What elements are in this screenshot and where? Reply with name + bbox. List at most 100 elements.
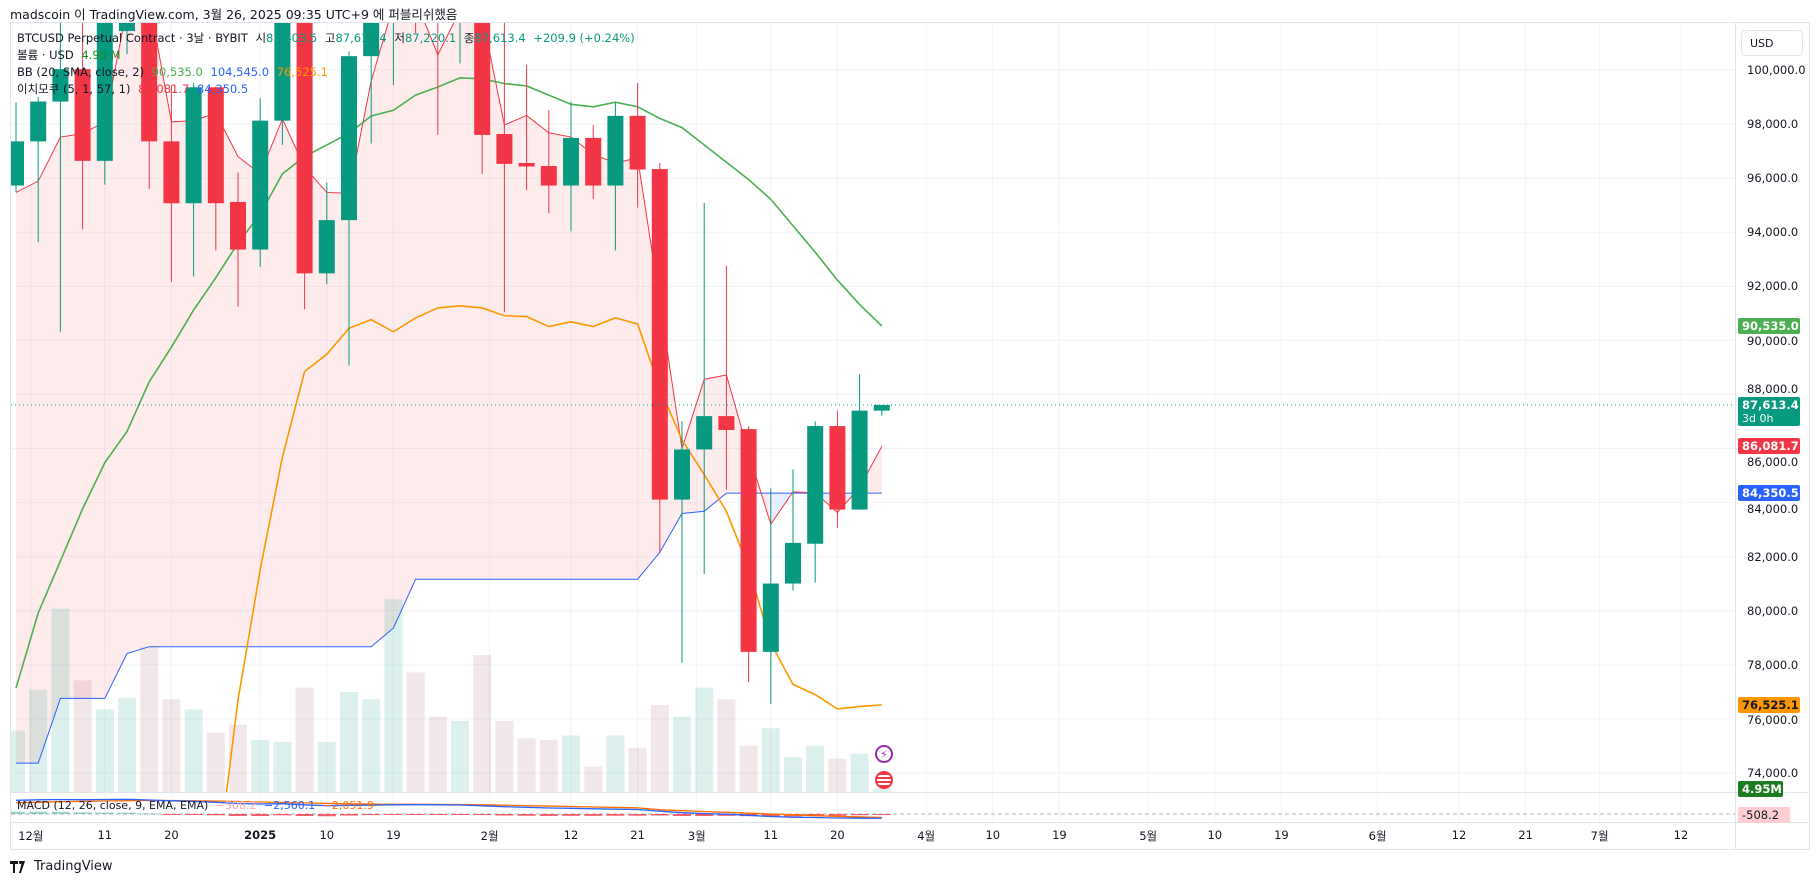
candle[interactable] — [873, 404, 890, 416]
price-tick-label: 96,000.0 — [1747, 171, 1799, 186]
macd-histogram-bar — [29, 811, 48, 814]
candle-body — [11, 141, 24, 186]
candle[interactable] — [807, 421, 824, 583]
volume-bar — [340, 692, 358, 792]
candle[interactable] — [452, 0, 468, 64]
macd-histogram-bar — [717, 814, 736, 816]
candle-body — [363, 23, 380, 57]
candle[interactable] — [718, 265, 735, 490]
time-tick-label: 6월 — [1368, 829, 1387, 843]
candle[interactable] — [696, 202, 713, 575]
candle[interactable] — [518, 64, 535, 191]
candle[interactable] — [563, 101, 579, 232]
candle[interactable] — [119, 0, 135, 54]
candle[interactable] — [163, 85, 180, 282]
time-tick-label: 5월 — [1139, 829, 1158, 843]
candle[interactable] — [496, 2, 513, 313]
volume-bar — [295, 687, 314, 792]
candle[interactable] — [341, 51, 357, 366]
candle[interactable] — [629, 82, 646, 208]
candle[interactable] — [474, 0, 491, 174]
ichimoku-cloud-segment — [548, 132, 571, 580]
candle-body — [96, 23, 113, 161]
time-tick-label: 12 — [1673, 828, 1689, 842]
lightning-icon[interactable]: ⚡ — [875, 745, 893, 763]
candle-body — [185, 87, 202, 204]
candle[interactable] — [207, 86, 224, 251]
macd-histogram-bar — [673, 814, 691, 816]
volume-bar — [517, 738, 536, 792]
volume-bar — [51, 608, 70, 792]
ichimoku-conversion-tag: 86,081.7 — [1738, 438, 1800, 455]
candle[interactable] — [74, 19, 91, 230]
ichimoku-base-value: 84,350.5 — [197, 82, 249, 96]
candle[interactable] — [540, 110, 557, 214]
symbol-title[interactable]: BTCUSD Perpetual Contract · 3날 · BYBIT — [17, 31, 248, 45]
candle-body — [851, 410, 868, 510]
candle[interactable] — [430, 0, 446, 135]
time-tick-label: 21 — [1518, 828, 1533, 842]
high-value: 87,613.4 — [335, 31, 387, 45]
time-tick-label: 10 — [319, 828, 335, 842]
volume-bar — [606, 735, 625, 792]
candle[interactable] — [296, 0, 313, 310]
ichimoku-cloud-segment — [504, 115, 527, 580]
price-tick-label: 76,000.0 — [1747, 712, 1799, 727]
candle[interactable] — [141, 0, 158, 189]
candle[interactable] — [651, 163, 668, 554]
candle[interactable] — [96, 0, 113, 185]
candle[interactable] — [762, 488, 779, 704]
price-tick-label: 98,000.0 — [1747, 117, 1799, 132]
countdown: 3d 0h — [1742, 411, 1774, 425]
price-tick-label: 80,000.0 — [1747, 603, 1799, 618]
volume-bar — [717, 699, 736, 792]
volume-bar — [761, 728, 780, 792]
macd-histogram-bar — [628, 814, 647, 816]
candle[interactable] — [851, 374, 868, 510]
bb-basis-value: 90,535.0 — [151, 65, 203, 79]
volume-bar — [273, 742, 292, 792]
candle[interactable] — [674, 421, 690, 663]
price-pane — [8, 0, 891, 792]
candle[interactable] — [740, 426, 757, 683]
volume-label[interactable]: 볼륨 · USD — [17, 48, 74, 62]
candle[interactable] — [829, 410, 846, 528]
candle[interactable] — [252, 98, 269, 267]
candle[interactable] — [385, 0, 401, 86]
close-value: 87,613.4 — [474, 31, 526, 45]
macd-histogram-bar — [273, 814, 292, 816]
volume-bar — [695, 687, 714, 792]
tradingview-logo[interactable]: TradingView — [10, 859, 113, 874]
macd-label[interactable]: MACD (12, 26, close, 9, EMA, EMA) — [17, 799, 209, 812]
ichimoku-cloud-segment — [193, 113, 216, 647]
candle[interactable] — [785, 469, 801, 591]
candle[interactable] — [274, 0, 291, 145]
open-value: 87,403.5 — [266, 31, 318, 45]
brand-name: TradingView — [34, 859, 113, 874]
candle[interactable] — [363, 0, 380, 144]
candle[interactable] — [607, 102, 624, 251]
macd-histogram-bar — [495, 814, 514, 816]
candle[interactable] — [185, 82, 202, 277]
candle[interactable] — [52, 21, 69, 332]
macd-histogram-bar — [517, 814, 536, 816]
currency-button[interactable]: USD — [1741, 30, 1803, 56]
candle-body — [607, 115, 624, 186]
bb-label[interactable]: BB (20, SMA, close, 2) — [17, 65, 144, 79]
volume-bar — [251, 739, 270, 792]
us-flag-icon[interactable] — [875, 771, 893, 789]
candle[interactable] — [318, 182, 335, 285]
ichimoku-cloud-segment — [393, 23, 416, 629]
ichimoku-label[interactable]: 이치모쿠 (5, 1, 57, 1) — [17, 82, 131, 96]
candle[interactable] — [230, 172, 246, 307]
macd-signal-value: −2,051.9 — [322, 799, 374, 812]
candle[interactable] — [585, 124, 602, 199]
candle-body — [341, 56, 357, 221]
macd-tag: -508.2 — [1738, 807, 1790, 823]
candle-body — [230, 201, 246, 250]
time-tick-label: 12 — [563, 828, 579, 842]
candle[interactable] — [30, 97, 47, 243]
candle[interactable] — [8, 102, 24, 193]
volume-value: 4.95 M — [81, 48, 121, 62]
